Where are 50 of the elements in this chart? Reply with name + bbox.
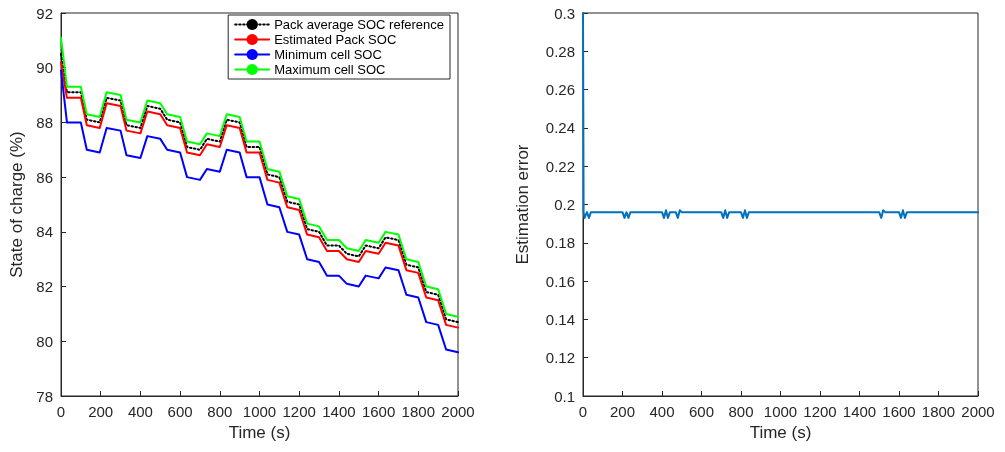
y-axis-title: State of charge (%) <box>7 131 27 278</box>
x-tick-label: 1800 <box>401 403 435 420</box>
y-tick-label: 0.22 <box>545 157 575 175</box>
x-tick-label: 1600 <box>882 403 916 420</box>
y-tick-label: 92 <box>36 4 53 22</box>
y-axis-title: Estimation error <box>513 144 532 265</box>
x-tick-label: 1200 <box>282 403 316 420</box>
x-axis-title: Time (s) <box>228 422 291 442</box>
x-tick-label: 0 <box>56 403 66 420</box>
legend-label: Pack average SOC reference <box>274 17 445 32</box>
y-tick-label: 80 <box>36 332 53 350</box>
y-tick-label: 0.26 <box>545 81 575 99</box>
x-tick-label: 200 <box>88 403 114 420</box>
x-tick-label: 2000 <box>961 403 995 420</box>
y-tick-label: 0.12 <box>545 349 575 367</box>
x-tick-label: 400 <box>649 403 675 420</box>
x-tick-label: 600 <box>167 403 193 420</box>
x-tick-label: 800 <box>207 403 233 420</box>
x-tick-label: 2000 <box>441 403 475 420</box>
x-tick-label: 1800 <box>921 403 956 420</box>
y-tick-label: 82 <box>36 278 53 296</box>
x-tick-label: 1200 <box>803 403 837 420</box>
x-tick-label: 200 <box>609 403 636 420</box>
x-tick-label: 1600 <box>361 403 396 420</box>
y-tick-label: 86 <box>36 168 53 186</box>
y-tick-label: 0.16 <box>545 272 575 290</box>
x-axis-title: Time (s) <box>749 422 812 442</box>
x-tick-label: 1000 <box>763 403 798 420</box>
y-tick-label: 78 <box>36 387 53 405</box>
y-tick-label: 0.2 <box>554 196 575 213</box>
y-tick-label: 88 <box>36 113 53 131</box>
y-tick-label: 90 <box>36 59 53 77</box>
x-tick-label: 400 <box>127 403 153 420</box>
x-tick-label: 1400 <box>842 403 877 420</box>
legend-label: Minimum cell SOC <box>274 47 382 62</box>
x-tick-label: 0 <box>578 403 588 420</box>
x-tick-label: 1000 <box>242 403 277 420</box>
x-tick-label: 600 <box>688 403 715 420</box>
y-tick-label: 0.1 <box>554 387 575 405</box>
y-tick-label: 0.14 <box>545 310 575 328</box>
y-tick-label: 0.18 <box>545 234 575 252</box>
y-tick-label: 0.28 <box>545 42 575 60</box>
line-series <box>582 12 979 219</box>
y-tick-label: 0.24 <box>545 119 575 137</box>
y-tick-label: 84 <box>36 223 53 241</box>
x-tick-label: 800 <box>728 403 754 420</box>
legend-label: Estimated Pack SOC <box>274 32 397 47</box>
legend-label: Maximum cell SOC <box>274 62 386 77</box>
y-tick-label: 0.3 <box>554 4 575 22</box>
x-tick-label: 1400 <box>322 403 356 420</box>
